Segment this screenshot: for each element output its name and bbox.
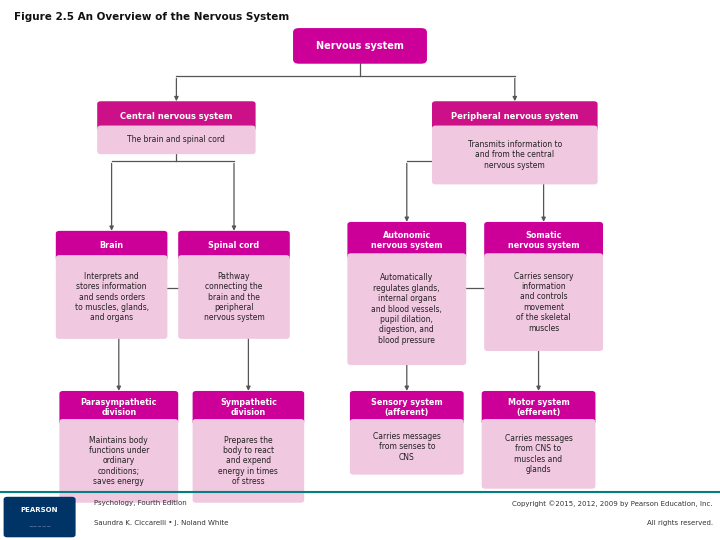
Text: Pathway
connecting the
brain and the
peripheral
nervous system: Pathway connecting the brain and the per…: [204, 272, 264, 322]
FancyBboxPatch shape: [432, 125, 598, 184]
Text: Carries messages
from senses to
CNS: Carries messages from senses to CNS: [373, 432, 441, 462]
FancyBboxPatch shape: [97, 125, 256, 154]
Text: Brain: Brain: [99, 241, 124, 250]
FancyBboxPatch shape: [97, 101, 256, 131]
Text: Automatically
regulates glands,
internal organs
and blood vessels,
pupil dilatio: Automatically regulates glands, internal…: [372, 273, 442, 345]
FancyBboxPatch shape: [192, 419, 304, 503]
FancyBboxPatch shape: [60, 419, 179, 503]
FancyBboxPatch shape: [192, 391, 304, 424]
FancyBboxPatch shape: [347, 222, 467, 259]
Text: Carries messages
from CNS to
muscles and
glands: Carries messages from CNS to muscles and…: [505, 434, 572, 474]
FancyBboxPatch shape: [350, 391, 464, 424]
Text: Saundra K. Ciccarelli • J. Noland White: Saundra K. Ciccarelli • J. Noland White: [94, 519, 228, 526]
Text: Prepares the
body to react
and expend
energy in times
of stress: Prepares the body to react and expend en…: [218, 436, 279, 486]
FancyBboxPatch shape: [179, 255, 289, 339]
Text: Maintains body
functions under
ordinary
conditions;
saves energy: Maintains body functions under ordinary …: [89, 436, 149, 486]
Text: All rights reserved.: All rights reserved.: [647, 519, 713, 526]
FancyBboxPatch shape: [179, 231, 289, 260]
Text: Nervous system: Nervous system: [316, 41, 404, 51]
Text: Sympathetic
division: Sympathetic division: [220, 398, 276, 417]
FancyBboxPatch shape: [484, 222, 603, 259]
Text: Central nervous system: Central nervous system: [120, 112, 233, 120]
FancyBboxPatch shape: [60, 391, 179, 424]
Text: The brain and spinal cord: The brain and spinal cord: [127, 136, 225, 144]
Text: Autonomic
nervous system: Autonomic nervous system: [371, 231, 443, 250]
FancyBboxPatch shape: [432, 101, 598, 131]
Text: Motor system
(efferent): Motor system (efferent): [508, 398, 570, 417]
Text: Somatic
nervous system: Somatic nervous system: [508, 231, 580, 250]
Text: Copyright ©2015, 2012, 2009 by Pearson Education, Inc.: Copyright ©2015, 2012, 2009 by Pearson E…: [512, 500, 713, 507]
FancyBboxPatch shape: [56, 255, 167, 339]
FancyBboxPatch shape: [482, 419, 595, 489]
Text: Sensory system
(afferent): Sensory system (afferent): [371, 398, 443, 417]
FancyBboxPatch shape: [347, 253, 467, 365]
Text: Figure 2.5 An Overview of the Nervous System: Figure 2.5 An Overview of the Nervous Sy…: [14, 12, 289, 22]
FancyBboxPatch shape: [56, 231, 167, 260]
Text: PEARSON: PEARSON: [21, 507, 58, 514]
FancyBboxPatch shape: [293, 28, 427, 64]
Text: Transmits information to
and from the central
nervous system: Transmits information to and from the ce…: [468, 140, 562, 170]
Text: Parasympathetic
division: Parasympathetic division: [81, 398, 157, 417]
FancyBboxPatch shape: [350, 419, 464, 475]
Text: Psychology, Fourth Edition: Psychology, Fourth Edition: [94, 500, 186, 507]
Text: Spinal cord: Spinal cord: [208, 241, 260, 250]
FancyBboxPatch shape: [4, 497, 76, 537]
Text: Interprets and
stores information
and sends orders
to muscles, glands,
and organ: Interprets and stores information and se…: [75, 272, 148, 322]
FancyBboxPatch shape: [484, 253, 603, 351]
Text: Peripheral nervous system: Peripheral nervous system: [451, 112, 578, 120]
FancyBboxPatch shape: [482, 391, 595, 424]
Text: Carries sensory
information
and controls
movement
of the skeletal
muscles: Carries sensory information and controls…: [514, 272, 573, 333]
Text: ~~~~~: ~~~~~: [28, 524, 51, 529]
